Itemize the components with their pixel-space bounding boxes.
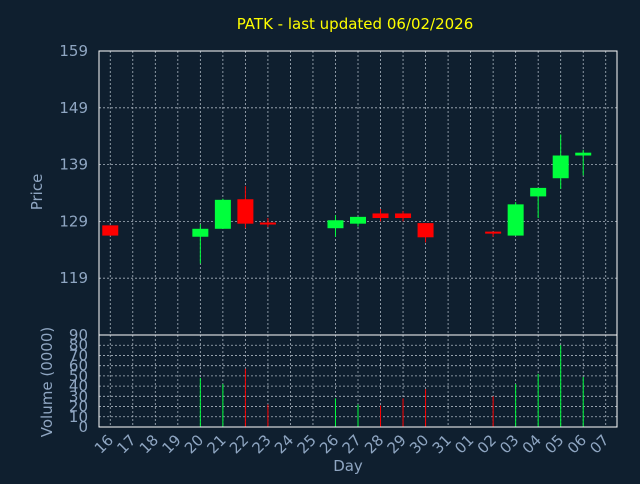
candle-27 — [350, 216, 366, 227]
day-axis-label: Day — [333, 457, 363, 475]
candle-05 — [552, 134, 569, 190]
candle-body — [102, 225, 119, 236]
candle-20 — [192, 224, 209, 264]
candle-body — [214, 199, 231, 229]
candlestick-series — [102, 134, 592, 264]
price-tick-label: 119 — [59, 269, 88, 287]
price-axis-label: Price — [28, 174, 46, 211]
volume-plot-frame — [98, 334, 618, 428]
candle-body — [372, 213, 389, 218]
candle-body — [507, 204, 524, 236]
candle-26 — [327, 215, 344, 237]
candle-body — [485, 231, 502, 234]
volume-tick-label: 90 — [69, 326, 88, 344]
price-tick-label: 159 — [59, 42, 88, 60]
volume-tick-label: 40 — [69, 377, 88, 395]
candle-23 — [259, 217, 276, 228]
candle-body — [259, 222, 276, 225]
candle-04 — [530, 187, 547, 218]
tick-labels: 1191291391491599001020304050607080161718… — [59, 42, 612, 457]
day-tick-label: 07 — [586, 431, 612, 457]
volume-tick-label: 60 — [69, 357, 88, 375]
candle-body — [530, 187, 547, 197]
volume-tick-label: 0 — [78, 418, 88, 436]
candle-body — [395, 213, 412, 218]
price-tick-label: 139 — [59, 156, 88, 174]
candle-body — [417, 223, 434, 238]
candle-body — [552, 155, 569, 179]
candle-22 — [237, 186, 254, 229]
candle-30 — [417, 223, 434, 243]
axes — [98, 50, 618, 428]
volume-series — [199, 345, 584, 427]
candle-06 — [575, 149, 592, 176]
candle-body — [192, 228, 209, 237]
volume-tick-label: 30 — [69, 387, 88, 405]
candle-body — [327, 220, 344, 229]
candle-28 — [372, 208, 389, 222]
candle-body — [575, 152, 592, 156]
candle-29 — [395, 211, 412, 222]
volume-tick-label: 70 — [69, 346, 88, 364]
price-tick-label: 129 — [59, 212, 88, 230]
price-tick-label: 149 — [59, 99, 88, 117]
candle-body — [237, 199, 254, 224]
candle-16 — [102, 225, 119, 236]
volume-tick-label: 10 — [69, 408, 88, 426]
candle-02 — [485, 231, 502, 237]
chart-title: PATK - last updated 06/02/2026 — [237, 15, 474, 33]
volume-tick-label: 20 — [69, 398, 88, 416]
volume-axis-label: Volume (0000) — [38, 327, 56, 437]
volume-tick-label: 50 — [69, 367, 88, 385]
candle-body — [350, 216, 366, 224]
candle-03 — [507, 202, 524, 236]
candle-21 — [214, 198, 231, 229]
volume-tick-label: 80 — [69, 336, 88, 354]
